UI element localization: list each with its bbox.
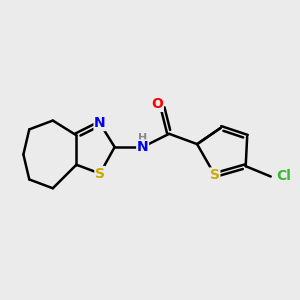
Text: O: O bbox=[152, 98, 163, 111]
Text: N: N bbox=[137, 140, 148, 154]
Text: Cl: Cl bbox=[277, 169, 292, 184]
Text: S: S bbox=[210, 168, 220, 182]
Text: S: S bbox=[95, 167, 105, 181]
Text: H: H bbox=[138, 133, 147, 143]
Text: N: N bbox=[94, 116, 106, 130]
